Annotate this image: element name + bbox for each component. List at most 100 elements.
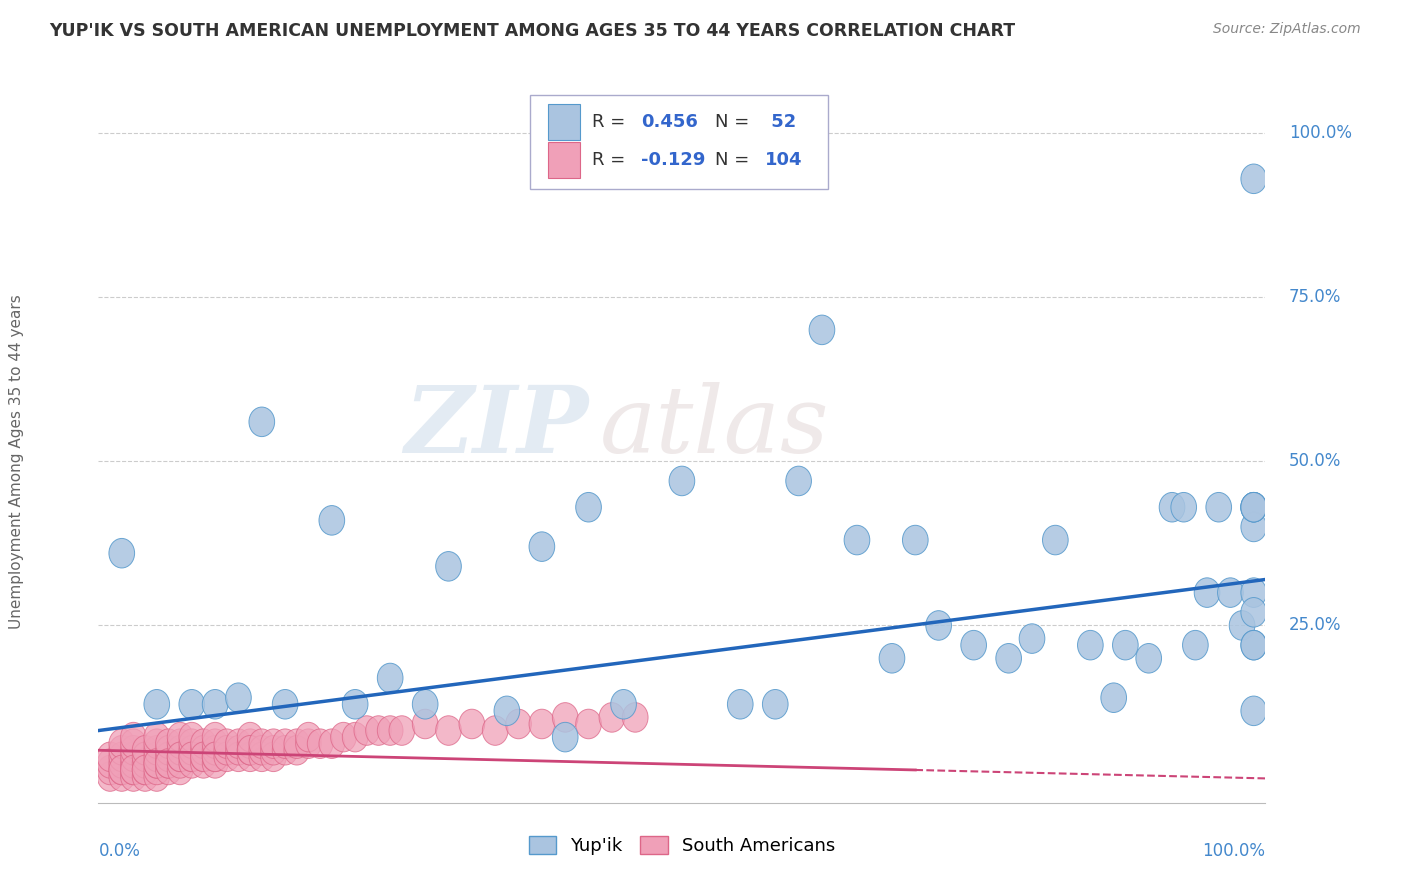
Text: 50.0%: 50.0% (1289, 452, 1341, 470)
Ellipse shape (132, 756, 157, 785)
Ellipse shape (214, 736, 239, 765)
Ellipse shape (225, 683, 252, 713)
Ellipse shape (179, 723, 205, 752)
Ellipse shape (1042, 525, 1069, 555)
Ellipse shape (214, 729, 239, 758)
Ellipse shape (960, 631, 987, 660)
FancyBboxPatch shape (530, 95, 828, 189)
Ellipse shape (167, 729, 193, 758)
Ellipse shape (167, 736, 193, 765)
Ellipse shape (132, 748, 157, 778)
Ellipse shape (143, 723, 170, 752)
Text: ZIP: ZIP (405, 382, 589, 472)
Ellipse shape (786, 467, 811, 496)
Ellipse shape (179, 742, 205, 772)
Ellipse shape (238, 723, 263, 752)
Ellipse shape (879, 643, 905, 673)
Ellipse shape (1112, 631, 1139, 660)
Ellipse shape (167, 723, 193, 752)
Ellipse shape (179, 729, 205, 758)
Ellipse shape (436, 715, 461, 746)
Ellipse shape (808, 315, 835, 344)
Ellipse shape (97, 742, 122, 772)
FancyBboxPatch shape (548, 142, 581, 178)
Text: 100.0%: 100.0% (1202, 842, 1265, 860)
Ellipse shape (108, 762, 135, 791)
Ellipse shape (494, 696, 520, 725)
Ellipse shape (238, 736, 263, 765)
Ellipse shape (143, 748, 170, 778)
Ellipse shape (121, 736, 146, 765)
Legend: Yup'ik, South Americans: Yup'ik, South Americans (522, 829, 842, 863)
Ellipse shape (132, 742, 157, 772)
Text: N =: N = (714, 151, 755, 169)
Ellipse shape (1241, 492, 1267, 522)
Text: R =: R = (592, 113, 631, 131)
Ellipse shape (1241, 696, 1267, 725)
Ellipse shape (1101, 683, 1126, 713)
Ellipse shape (623, 703, 648, 732)
Ellipse shape (295, 729, 322, 758)
Ellipse shape (121, 742, 146, 772)
Ellipse shape (389, 715, 415, 746)
Ellipse shape (284, 729, 309, 758)
Ellipse shape (108, 748, 135, 778)
Text: atlas: atlas (600, 382, 830, 472)
Text: N =: N = (714, 113, 755, 131)
Ellipse shape (1136, 643, 1161, 673)
Ellipse shape (1206, 492, 1232, 522)
Text: 52: 52 (765, 113, 796, 131)
Ellipse shape (121, 756, 146, 785)
Ellipse shape (1241, 631, 1267, 660)
Ellipse shape (284, 736, 309, 765)
Ellipse shape (179, 690, 205, 719)
Ellipse shape (238, 729, 263, 758)
Ellipse shape (108, 736, 135, 765)
Ellipse shape (599, 703, 624, 732)
Ellipse shape (143, 729, 170, 758)
Ellipse shape (97, 762, 122, 791)
Ellipse shape (108, 742, 135, 772)
Ellipse shape (553, 703, 578, 732)
Text: R =: R = (592, 151, 631, 169)
Ellipse shape (1019, 624, 1045, 653)
Ellipse shape (1241, 492, 1267, 522)
Ellipse shape (412, 690, 439, 719)
Ellipse shape (1241, 631, 1267, 660)
Ellipse shape (132, 756, 157, 785)
Text: Unemployment Among Ages 35 to 44 years: Unemployment Among Ages 35 to 44 years (10, 293, 24, 629)
Ellipse shape (167, 756, 193, 785)
Ellipse shape (179, 736, 205, 765)
Ellipse shape (167, 742, 193, 772)
Ellipse shape (1241, 492, 1267, 522)
Ellipse shape (844, 525, 870, 555)
Ellipse shape (308, 729, 333, 758)
Ellipse shape (342, 690, 368, 719)
Ellipse shape (143, 736, 170, 765)
Ellipse shape (225, 742, 252, 772)
Ellipse shape (202, 690, 228, 719)
Ellipse shape (1229, 611, 1256, 640)
Ellipse shape (191, 742, 217, 772)
Text: 25.0%: 25.0% (1289, 616, 1341, 634)
Ellipse shape (529, 532, 555, 561)
Ellipse shape (167, 748, 193, 778)
Ellipse shape (1241, 512, 1267, 541)
Ellipse shape (214, 742, 239, 772)
Ellipse shape (156, 748, 181, 778)
Ellipse shape (319, 729, 344, 758)
Ellipse shape (202, 748, 228, 778)
Ellipse shape (238, 742, 263, 772)
Ellipse shape (156, 729, 181, 758)
Ellipse shape (249, 407, 274, 436)
Ellipse shape (121, 756, 146, 785)
Ellipse shape (156, 748, 181, 778)
Ellipse shape (260, 742, 287, 772)
Ellipse shape (1171, 492, 1197, 522)
Ellipse shape (225, 736, 252, 765)
Ellipse shape (143, 690, 170, 719)
Text: 75.0%: 75.0% (1289, 288, 1341, 306)
Ellipse shape (903, 525, 928, 555)
Ellipse shape (1241, 164, 1267, 194)
Ellipse shape (458, 709, 485, 739)
